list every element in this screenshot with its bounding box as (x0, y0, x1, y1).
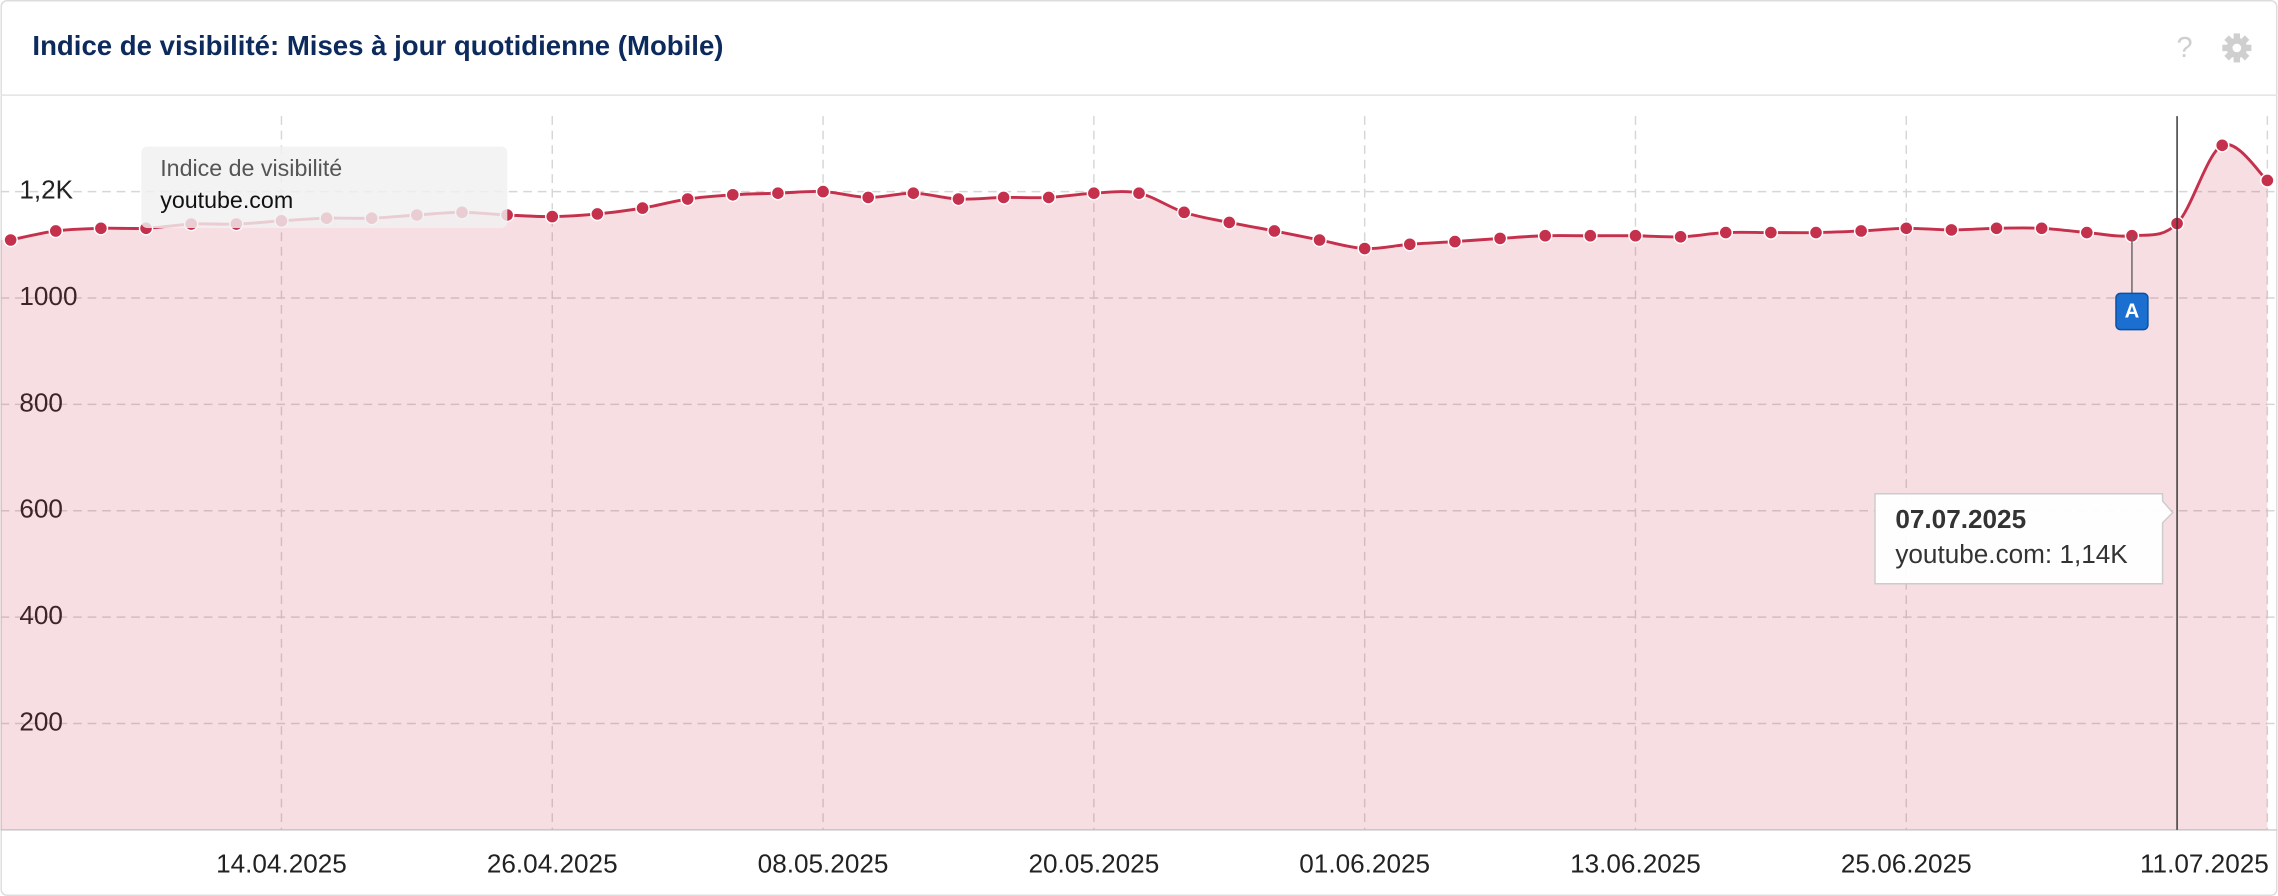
annotation-flag (2115, 292, 2149, 331)
data-point (2034, 221, 2049, 236)
data-point (93, 221, 109, 236)
data-point (3, 232, 18, 248)
data-point (1944, 222, 1959, 238)
data-point (1899, 221, 1914, 236)
y-tick-label: 600 (19, 494, 63, 524)
data-point (1267, 223, 1282, 239)
data-point (1673, 229, 1688, 245)
legend-box (141, 146, 508, 228)
data-point (2214, 138, 2230, 153)
data-point (1628, 228, 1643, 244)
y-tick-label: 1,2K (19, 175, 73, 205)
x-tick-label: 25.06.2025 (1841, 848, 1972, 878)
y-tick-label: 1000 (19, 281, 77, 311)
x-tick-label: 20.05.2025 (1028, 848, 1159, 878)
data-point (1492, 231, 1508, 246)
data-point (590, 206, 605, 222)
legend-entry: youtube.com (160, 187, 293, 213)
data-point (2260, 173, 2275, 188)
data-point (996, 190, 1011, 205)
y-tick-label: 200 (19, 706, 63, 736)
data-point (1086, 185, 1102, 201)
data-point (1312, 232, 1327, 248)
data-point (725, 187, 741, 203)
x-tick-label: 08.05.2025 (758, 848, 889, 878)
chart-title: Indice de visibilité: Mises à jour quoti… (32, 30, 723, 61)
y-tick-label: 800 (19, 387, 63, 417)
data-point (1176, 205, 1192, 220)
data-point (635, 200, 650, 216)
plot-area: 200 400 600 800 1000 1,2K 14.04.2025 26.04.2025… (0, 116, 2278, 878)
data-point (1718, 225, 1734, 240)
help-icon[interactable]: ? (2176, 32, 2192, 64)
legend: Indice de visibilité youtube.com (141, 146, 508, 228)
tooltip: 07.07.2025 youtube.com: 1,14K (1874, 493, 2174, 585)
data-point (815, 184, 831, 199)
data-point (2079, 225, 2095, 240)
data-point (1808, 225, 1824, 240)
data-point (1041, 190, 1056, 205)
data-point (1537, 228, 1553, 244)
data-point (1763, 225, 1779, 240)
data-point (860, 190, 876, 205)
data-point (680, 191, 695, 207)
tooltip-box (1874, 493, 2174, 585)
y-tick-label: 400 (19, 600, 63, 630)
legend-title: Indice de visibilité (160, 155, 342, 181)
data-point (1402, 236, 1418, 252)
data-point (48, 223, 64, 239)
data-point (770, 185, 786, 201)
x-tick-label: 13.06.2025 (1570, 848, 1701, 878)
data-point (1222, 215, 1237, 230)
x-tick-label: 14.04.2025 (216, 848, 347, 878)
data-point (1131, 185, 1147, 201)
data-point (1853, 223, 1869, 239)
data-point (1357, 241, 1372, 256)
x-tick-label: 01.06.2025 (1299, 848, 1430, 878)
data-point (1447, 234, 1463, 249)
data-point (951, 191, 966, 207)
tooltip-date: 07.07.2025 (1895, 504, 2026, 534)
settings-icon[interactable] (2222, 33, 2252, 63)
x-tick-label: 26.04.2025 (487, 848, 618, 878)
x-tick-label: 11.07.2025 (2140, 848, 2269, 878)
data-point (1583, 228, 1598, 244)
tooltip-value: youtube.com: 1,14K (1895, 539, 2128, 569)
data-point (1989, 221, 2004, 236)
annotation-label: A (2125, 301, 2140, 323)
area (0, 144, 2268, 830)
data-point (906, 185, 921, 201)
data-point (544, 209, 560, 224)
